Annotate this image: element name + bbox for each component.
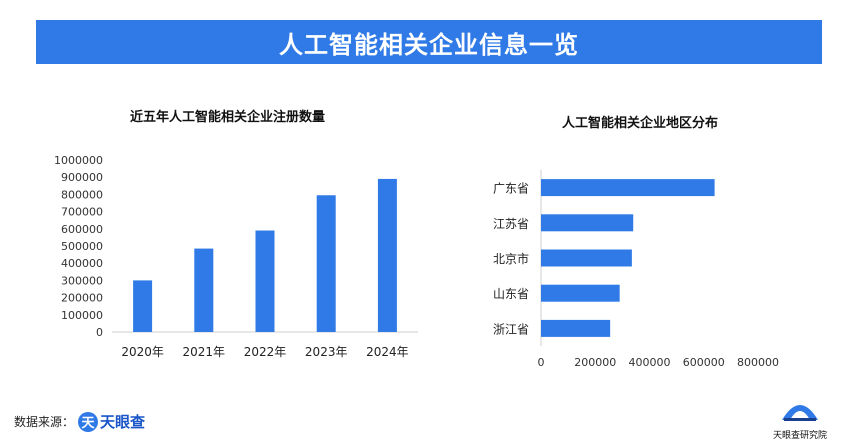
y-tick-label: 600000 <box>61 223 103 236</box>
y-tick-label: 广东省 <box>493 182 529 196</box>
tianyancha-logo: 天 天眼查 <box>78 411 145 432</box>
x-tick-label: 2024年 <box>366 345 409 359</box>
banner-title: 人工智能相关企业信息一览 <box>36 20 822 64</box>
bar <box>377 178 397 332</box>
y-tick-label: 浙江省 <box>493 322 529 336</box>
x-tick-label: 0 <box>538 356 545 369</box>
y-tick-label: 400000 <box>61 257 103 270</box>
y-tick-label: 800000 <box>61 188 103 201</box>
bar <box>194 248 214 332</box>
x-tick-label: 2023年 <box>305 345 348 359</box>
x-tick-label: 200000 <box>574 356 616 369</box>
y-tick-label: 山东省 <box>493 287 529 301</box>
y-tick-label: 0 <box>96 326 103 339</box>
y-tick-label: 江苏省 <box>493 217 529 231</box>
x-tick-label: 800000 <box>737 356 779 369</box>
y-tick-label: 700000 <box>61 206 103 219</box>
bar <box>541 284 620 302</box>
y-tick-label: 300000 <box>61 274 103 287</box>
bar <box>316 195 336 332</box>
bar <box>255 230 275 332</box>
y-tick-label: 北京市 <box>493 251 529 266</box>
bar <box>541 319 611 337</box>
y-tick-label: 1000000 <box>54 154 103 167</box>
x-tick-label: 2022年 <box>244 345 287 359</box>
bar <box>541 214 634 232</box>
y-tick-label: 500000 <box>61 240 103 253</box>
brand-name: 天眼查 <box>100 413 146 431</box>
institute-caption: 天眼查研究院 <box>772 431 827 441</box>
y-tick-label: 900000 <box>61 171 103 184</box>
research-institute-logo: 天眼查研究院 <box>770 396 830 441</box>
x-tick-label: 600000 <box>683 356 725 369</box>
right-chart-title: 人工智能相关企业地区分布 <box>562 116 719 131</box>
source-label: 数据来源： <box>14 415 75 429</box>
bar <box>541 179 715 197</box>
brand-mark-icon: 天 <box>78 411 99 432</box>
bar <box>133 280 153 332</box>
x-tick-label: 400000 <box>629 356 671 369</box>
left-chart-title: 近五年人工智能相关企业注册数量 <box>130 110 326 125</box>
institute-emblem-icon <box>782 405 818 421</box>
bar <box>541 249 632 267</box>
x-tick-label: 2020年 <box>121 345 164 359</box>
y-tick-label: 100000 <box>61 309 103 322</box>
y-tick-label: 200000 <box>61 292 103 305</box>
data-source: 数据来源： 天 天眼查 <box>14 411 145 432</box>
x-tick-label: 2021年 <box>183 345 226 359</box>
